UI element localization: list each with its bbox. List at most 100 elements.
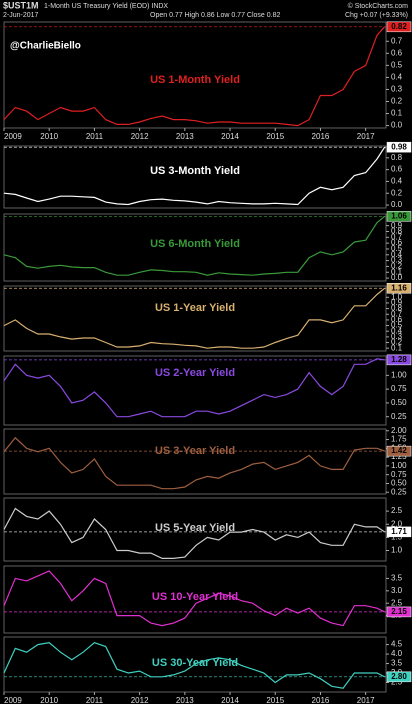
y-tick-label: 3.5 <box>391 659 403 668</box>
y-tick-label: 0.3 <box>391 332 403 341</box>
x-tick-label: 2013 <box>176 132 194 141</box>
y-tick-label: 0.0 <box>391 200 403 209</box>
y-tick-label: 0.7 <box>391 309 403 318</box>
series-line <box>3 26 386 127</box>
y-tick-label: 4.0 <box>391 649 403 658</box>
marker-label: 1.06 <box>391 211 407 220</box>
y-tick-label: 1.00 <box>391 461 407 470</box>
series-title: US 10-Year Yield <box>152 591 238 603</box>
y-tick-label: 0.6 <box>391 48 403 57</box>
y-tick-label: 0.75 <box>391 384 407 393</box>
x-tick-label: 2017 <box>357 696 375 704</box>
series-title: US 3-Month Yield <box>150 165 240 177</box>
ohlc: Open 0.77 High 0.86 Low 0.77 Close 0.82 <box>150 12 280 19</box>
series-title: US 1-Month Yield <box>150 74 240 86</box>
series-line <box>3 215 385 276</box>
series-line <box>3 436 385 490</box>
y-tick-label: 0.50 <box>391 398 407 407</box>
y-tick-label: 1.75 <box>391 435 407 444</box>
y-tick-label: 2.5 <box>391 506 403 515</box>
x-tick-label: 2017 <box>357 132 375 141</box>
y-tick-label: 0.5 <box>391 244 403 253</box>
x-tick-label: 2010 <box>40 696 58 704</box>
y-tick-label: 2.0 <box>391 519 403 528</box>
marker-box <box>386 606 412 618</box>
panel-frame <box>3 21 387 129</box>
y-tick-label: 0.75 <box>391 470 407 479</box>
y-tick-label: 0.2 <box>391 188 403 197</box>
marker-box <box>386 445 412 457</box>
marker-box <box>386 141 412 153</box>
y-tick-label: 2.00 <box>391 426 407 435</box>
panel-frame <box>3 428 387 495</box>
change: Chg +0.07 (+9.33%) <box>345 12 408 19</box>
y-tick-label: 2.5 <box>391 598 403 607</box>
x-tick-label: 2014 <box>221 696 239 704</box>
y-tick-label: 0.5 <box>391 60 403 69</box>
y-tick-label: 1.25 <box>391 452 407 461</box>
y-tick-label: 2.5 <box>391 678 403 687</box>
y-tick-label: 3.5 <box>391 574 403 583</box>
y-tick-label: 1.0 <box>391 546 403 555</box>
x-tick-label: 2016 <box>312 696 330 704</box>
marker-label: 0.98 <box>391 142 407 151</box>
y-tick-label: 0.9 <box>391 221 403 230</box>
y-tick-label: 0.4 <box>391 250 403 259</box>
y-tick-label: 0.8 <box>391 153 403 162</box>
x-tick-label: 2009 <box>4 132 22 141</box>
y-tick-label: 0.2 <box>391 97 403 106</box>
y-tick-label: 0.1 <box>391 109 403 118</box>
x-tick-label: 2011 <box>86 696 104 704</box>
series-line <box>3 287 385 349</box>
series-line <box>3 358 385 418</box>
y-tick-label: 0.9 <box>391 298 403 307</box>
header-title: 1-Month US Treasury Yield (EOD) INDX <box>44 3 168 10</box>
y-tick-label: 0.7 <box>391 232 403 241</box>
date: 2-Jun-2017 <box>3 12 39 19</box>
y-tick-label: 0.25 <box>391 412 407 421</box>
panel-frame <box>3 355 387 426</box>
y-tick-label: 0.2 <box>391 338 403 347</box>
y-tick-label: 0.4 <box>391 177 403 186</box>
panel-frame <box>3 145 387 209</box>
y-tick-label: 0.50 <box>391 479 407 488</box>
source: © StockCharts.com <box>348 2 409 10</box>
y-tick-label: 1.00 <box>391 370 407 379</box>
series-line <box>3 642 385 689</box>
marker-box <box>386 354 412 366</box>
y-tick-label: 0.4 <box>391 73 403 82</box>
y-tick-label: 0.8 <box>391 227 403 236</box>
x-tick-label: 2014 <box>221 132 239 141</box>
x-tick-label: 2011 <box>86 132 104 141</box>
y-tick-label: 0.6 <box>391 238 403 247</box>
y-tick-label: 0.1 <box>391 267 403 276</box>
x-tick-label: 2013 <box>176 696 194 704</box>
y-tick-label: 0.2 <box>391 262 403 271</box>
series-line <box>3 507 385 559</box>
y-tick-label: 0.25 <box>391 487 407 496</box>
marker-label: 2.15 <box>391 607 407 616</box>
series-title: US 2-Year Yield <box>155 367 235 379</box>
panel-frame <box>3 213 387 282</box>
marker-box <box>386 211 412 222</box>
y-tick-label: 1.0 <box>391 292 403 301</box>
series-line <box>3 146 386 206</box>
x-tick-label: 2016 <box>312 132 330 141</box>
marker-label: 1.71 <box>391 527 407 536</box>
y-tick-label: 0.6 <box>391 165 403 174</box>
y-tick-label: 0.1 <box>391 343 403 352</box>
x-tick-label: 2012 <box>131 696 149 704</box>
marker-box <box>386 671 412 683</box>
y-tick-label: 0.3 <box>391 256 403 265</box>
marker-box <box>386 21 412 33</box>
y-tick-label: 4.5 <box>391 640 403 649</box>
x-tick-label: 2015 <box>266 696 284 704</box>
series-title: US 1-Year Yield <box>155 302 235 314</box>
series-line <box>3 570 385 627</box>
x-tick-label: 2010 <box>40 132 58 141</box>
marker-label: 2.80 <box>391 672 407 681</box>
marker-label: 0.82 <box>391 22 407 31</box>
y-tick-label: 0.0 <box>391 121 403 130</box>
